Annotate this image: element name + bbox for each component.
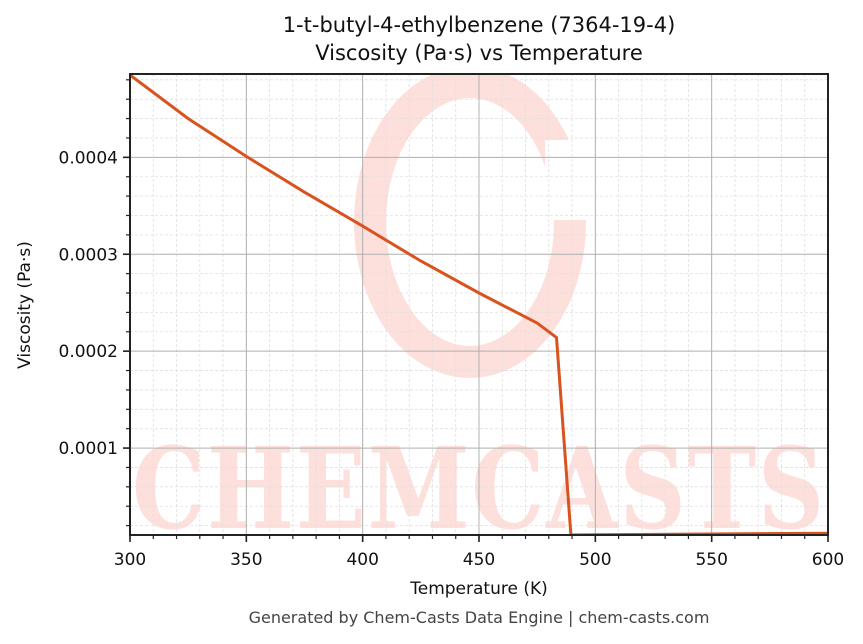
x-tick-label: 400 [346,550,378,570]
chart-title-line1: 1-t-butyl-4-ethylbenzene (7364-19-4) [282,13,676,37]
x-axis: 300 350 400 450 500 550 600 [114,535,844,570]
x-tick-label: 450 [463,550,495,570]
y-tick-label: 0.0001 [59,439,118,459]
x-tick-label: 350 [230,550,262,570]
y-axis: 0.0001 0.0002 0.0003 0.0004 [59,79,130,527]
watermark-text: CHEMCASTS [132,424,826,555]
x-tick-label: 500 [579,550,611,570]
watermark: CHEMCASTS [132,74,826,555]
x-tick-label: 300 [114,550,146,570]
x-axis-label: Temperature (K) [409,579,548,599]
x-tick-label: 600 [812,550,844,570]
y-tick-label: 0.0004 [59,148,118,168]
footer-credit: Generated by Chem-Casts Data Engine | ch… [248,608,710,627]
watermark-logo-ring [354,74,595,378]
y-axis-label: Viscosity (Pa·s) [15,241,35,369]
y-tick-label: 0.0003 [59,245,118,265]
y-tick-label: 0.0002 [59,342,118,362]
chart-title-line2: Viscosity (Pa·s) vs Temperature [315,41,643,65]
x-tick-label: 550 [695,550,727,570]
